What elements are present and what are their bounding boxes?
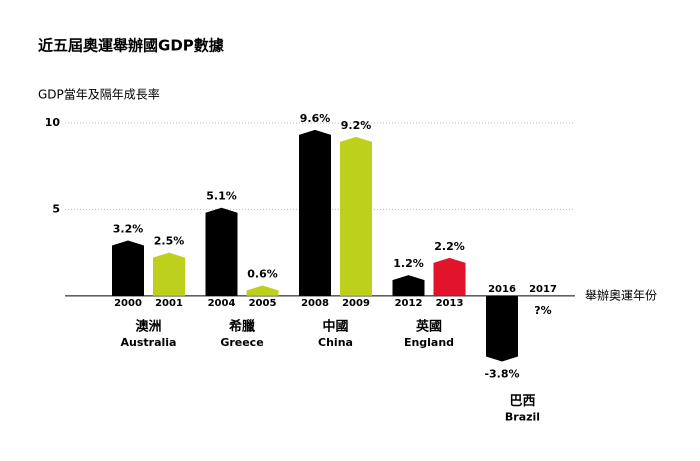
value-label: ?% — [534, 304, 551, 317]
bar — [246, 285, 279, 296]
group-label: 巴西 — [509, 394, 535, 409]
x-tick-label: 2000 — [114, 298, 142, 309]
x-tick-label: 2017 — [529, 284, 557, 295]
group-label-en: England — [404, 336, 454, 349]
x-tick-label: 2005 — [249, 298, 277, 309]
group-label-en: Greece — [220, 336, 263, 349]
value-label: 2.5% — [154, 235, 185, 248]
value-label: 2.2% — [434, 240, 465, 253]
group-label-en: China — [318, 336, 353, 349]
bar — [299, 129, 331, 296]
value-label: 5.1% — [206, 190, 237, 203]
group-label-en: Brazil — [505, 411, 540, 424]
bar — [205, 207, 238, 296]
x-tick-label: 2012 — [395, 298, 423, 309]
bar — [433, 257, 466, 296]
group-label: 中國 — [322, 318, 348, 334]
chart-title: 近五屆奧運舉辦國GDP數據 — [38, 37, 225, 55]
y-tick-label: 10 — [45, 116, 61, 129]
bar — [392, 275, 425, 296]
bar — [112, 240, 144, 296]
bar — [486, 295, 518, 362]
x-tick-label: 2001 — [155, 298, 183, 309]
value-label: 0.6% — [247, 267, 278, 280]
x-tick-label: 2016 — [488, 284, 516, 295]
group-label: 英國 — [415, 318, 442, 334]
bar — [340, 136, 372, 296]
value-label: -3.8% — [484, 368, 519, 381]
x-tick-label: 2008 — [301, 298, 329, 309]
bar — [153, 252, 185, 296]
group-label-en: Australia — [121, 336, 177, 349]
y-axis-label: GDP當年及隔年成長率 — [38, 87, 160, 102]
value-label: 9.6% — [300, 112, 331, 125]
value-label: 3.2% — [113, 223, 144, 236]
x-axis-label: 舉辦奧運年份 — [585, 289, 657, 303]
value-label: 1.2% — [393, 257, 424, 270]
group-label: 希臘 — [229, 318, 255, 334]
group-label: 澳洲 — [135, 318, 161, 334]
x-tick-label: 2004 — [208, 298, 236, 309]
y-tick-label: 5 — [52, 202, 60, 215]
value-label: 9.2% — [341, 119, 372, 132]
x-tick-label: 2009 — [342, 298, 370, 309]
x-tick-label: 2013 — [436, 298, 464, 309]
